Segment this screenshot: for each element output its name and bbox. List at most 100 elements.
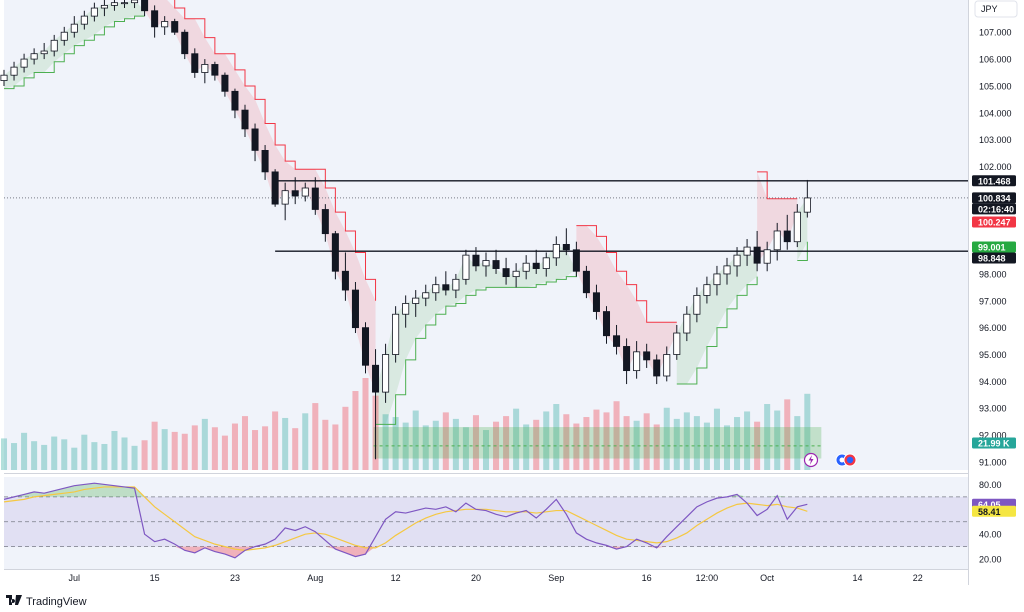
candle [271, 169, 279, 207]
supertrend-line-1 [174, 0, 377, 301]
candle [181, 29, 189, 60]
volume-bar [633, 420, 640, 470]
volume-bar [221, 435, 228, 470]
volume-bar [262, 426, 269, 470]
volume-bar [11, 443, 18, 470]
time-tick-label: 20 [471, 573, 481, 583]
supertrend-fill-0 [4, 0, 145, 89]
tradingview-logo-icon [6, 595, 22, 608]
volume-bar [161, 429, 168, 470]
volume-bar [392, 417, 399, 470]
volume-bar [472, 415, 479, 470]
rsi-oversold-fill [184, 546, 195, 553]
candle [733, 247, 741, 277]
volume-bar [332, 424, 339, 470]
event-flags-icon[interactable] [835, 453, 857, 467]
volume-bar [623, 416, 630, 470]
volume-bar [61, 439, 68, 470]
candle [20, 53, 28, 73]
volume-bar [131, 445, 138, 470]
candle [783, 214, 791, 250]
price-tick-label: 104.000 [979, 108, 1012, 118]
price-tick-label: 92.000 [979, 431, 1007, 441]
volume-bar [91, 442, 98, 470]
price-tick-label: 105.000 [979, 81, 1012, 91]
volume-bar [523, 424, 530, 470]
rsi-layer [3, 482, 968, 559]
rsi-pane-background[interactable] [4, 477, 968, 569]
candle [131, 0, 139, 9]
main-pane-background[interactable] [4, 0, 968, 470]
rsi-tick-label: 40.00 [979, 530, 1002, 540]
volume-bar [503, 416, 510, 470]
supertrend-line-6 [797, 241, 808, 262]
volume-bar [322, 419, 329, 470]
candle [532, 249, 540, 274]
candle [372, 349, 380, 460]
candle [80, 10, 88, 30]
supertrend-fill-3 [576, 225, 677, 376]
svg-text:21.99 K: 21.99 K [978, 439, 1010, 449]
currency-button[interactable]: JPY [974, 0, 1018, 18]
rsi-overbought-fill [134, 488, 145, 497]
candle [803, 179, 811, 218]
volume-bar [543, 411, 550, 470]
candle [723, 257, 731, 285]
volume-bar [482, 430, 490, 470]
price-axis[interactable]: 107.000 106.000 105.000 104.000 103.000 102.0… [979, 28, 1012, 565]
volume-bar [804, 393, 811, 470]
volume-bar [583, 417, 590, 470]
volume-bar [111, 430, 118, 470]
svg-text:100.834: 100.834 [978, 193, 1011, 203]
candle [291, 177, 299, 205]
candles [0, 0, 811, 460]
svg-text:100.247: 100.247 [978, 218, 1011, 228]
volume-bar [603, 412, 610, 470]
volume-bar [292, 428, 299, 470]
candle [492, 249, 500, 274]
time-axis[interactable]: Jul 15 23 Aug 12 20 Sep 16 12:00 Oct 14 22 [69, 573, 923, 583]
candle [100, 0, 108, 17]
time-tick-label: 15 [150, 573, 160, 583]
supertrend-line-3 [576, 225, 677, 323]
svg-text:58.41: 58.41 [978, 507, 1001, 517]
volume-bar [754, 421, 761, 470]
candle [321, 204, 329, 242]
volume-bar [71, 447, 78, 470]
volume-bar [533, 419, 540, 470]
price-tick-label: 96.000 [979, 323, 1007, 333]
flash-icon[interactable] [803, 452, 819, 468]
volume-bar [382, 414, 389, 470]
footer-brand[interactable]: TradingView [6, 595, 87, 608]
candle [251, 123, 259, 162]
rsi-axis-label: 58.41 [972, 505, 1016, 517]
volume-bar [272, 411, 279, 470]
candle [201, 59, 209, 84]
candle [0, 69, 8, 86]
svg-text:101.468: 101.468 [978, 176, 1011, 186]
candle [120, 0, 129, 9]
volume-bar [211, 427, 218, 470]
candle [432, 276, 440, 301]
candle [502, 257, 510, 285]
time-tick-label: Aug [307, 573, 323, 583]
candle [713, 265, 721, 296]
rsi-overbought-fill [104, 484, 115, 497]
volume-bar [21, 432, 28, 470]
supertrend-lines [4, 0, 808, 425]
time-tick-label: 12 [391, 573, 401, 583]
price-axis-label: 02:16:40 [972, 203, 1016, 215]
candle [683, 306, 691, 342]
rsi-ma-line [3, 486, 808, 551]
volume-bar [412, 410, 419, 470]
volume-bars [0, 378, 811, 470]
horizontal-lines[interactable] [4, 180, 968, 252]
candle [753, 230, 761, 272]
rsi-band [4, 496, 968, 547]
volume-bar [422, 425, 429, 470]
price-axis-label: 98.848 [972, 252, 1016, 264]
candle [311, 177, 319, 215]
candle [472, 247, 480, 272]
volume-bar [201, 418, 208, 470]
volume-bar [573, 423, 580, 470]
